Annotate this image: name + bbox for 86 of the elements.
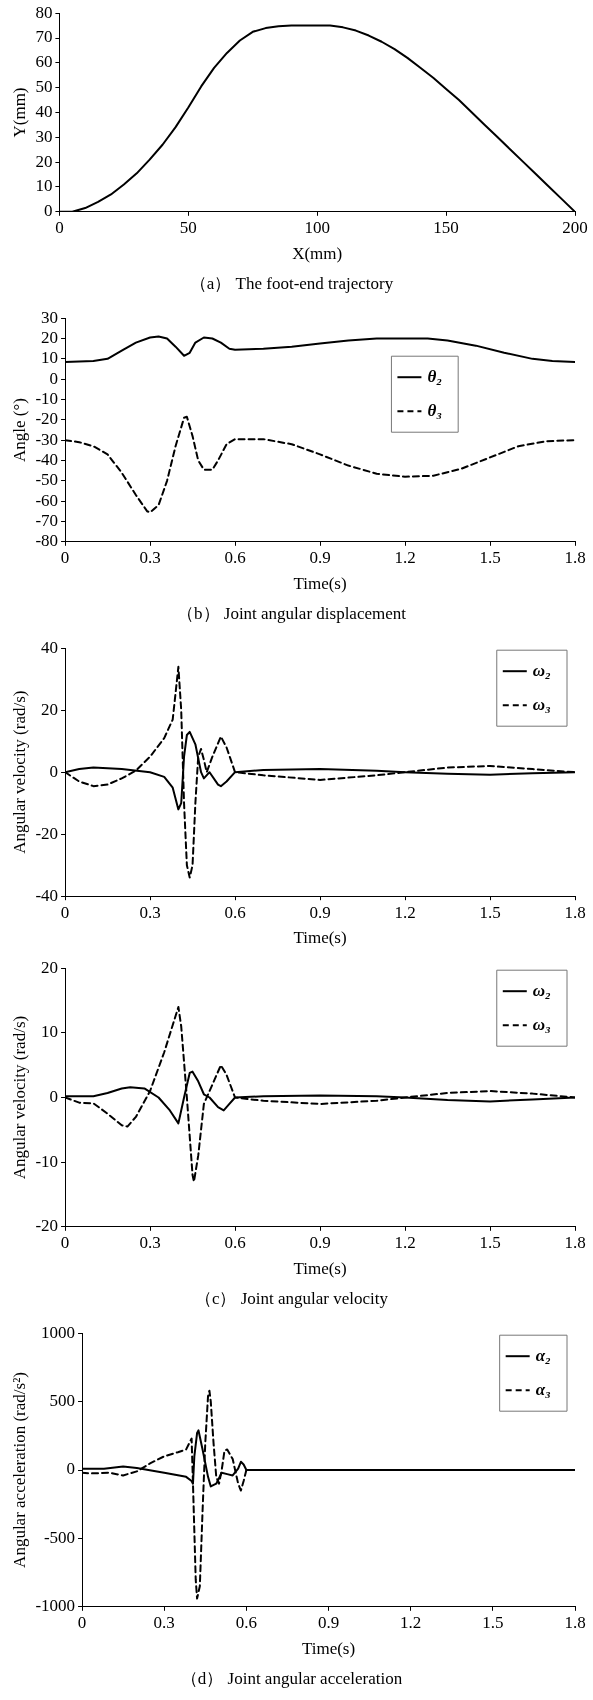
y-axis-title: Angular velocity (rad/s)	[9, 690, 29, 854]
x-tick-label: 0.9	[309, 548, 331, 568]
legend-label: ω₃	[532, 1014, 552, 1034]
y-axis-title: Angular velocity (rad/s)	[9, 1015, 29, 1180]
y-tick-label: 40	[35, 101, 53, 121]
x-axis-title: Time(s)	[301, 1638, 356, 1658]
y-tick-label: -60	[35, 490, 59, 510]
y-tick-label: 1000	[41, 1322, 76, 1342]
x-tick-label: 1.2	[394, 548, 416, 568]
y-axis-title: Angle (°)	[9, 398, 29, 462]
x-tick-label: 1.5	[479, 902, 501, 922]
text: （c） Joint angular velocity	[194, 1289, 389, 1309]
y-tick-label: -20	[35, 409, 59, 429]
y-tick-label: -80	[35, 531, 59, 551]
y-tick-label: -10	[35, 1151, 59, 1171]
y-tick-label: -20	[35, 823, 59, 843]
x-tick-label: 0.6	[235, 1613, 257, 1633]
y-tick-label: 70	[35, 27, 53, 47]
y-tick-label: 10	[41, 1022, 59, 1042]
x-axis-title: Time(s)	[293, 1258, 347, 1278]
y-tick-label: -1000	[35, 1596, 76, 1616]
x-tick-label: 0.6	[224, 1233, 246, 1253]
x-tick-label: 0.3	[153, 1613, 175, 1633]
x-axis-title: Time(s)	[293, 573, 347, 593]
legend-label: α₃	[535, 1379, 552, 1399]
x-tick-label: 100	[304, 218, 330, 238]
y-tick-label: 0	[43, 201, 53, 221]
x-tick-label: 0.6	[224, 548, 246, 568]
y-axis-title: Angular acceleration (rad/s²)	[9, 1372, 29, 1568]
y-tick-label: 0	[49, 1086, 59, 1106]
x-tick-label: 1.5	[479, 1233, 501, 1253]
x-tick-label: 150	[433, 218, 459, 238]
y-tick-label: -20	[35, 1216, 59, 1236]
x-tick-label: 0.9	[317, 1613, 340, 1633]
x-axis-title: X(mm)	[292, 243, 343, 263]
legend-label: α₂	[535, 1345, 552, 1365]
y-tick-label: 10	[41, 348, 59, 368]
y-tick-label: 0	[66, 1459, 76, 1479]
y-tick-label: -10	[35, 388, 59, 408]
y-tick-label: 20	[41, 328, 59, 347]
x-tick-label: 1.5	[482, 1613, 504, 1633]
x-tick-label: 1.5	[479, 548, 501, 568]
x-tick-label: 0.3	[139, 1233, 161, 1253]
y-tick-label: 0	[49, 761, 59, 781]
x-tick-label: 200	[562, 218, 588, 238]
y-tick-label: -40	[35, 885, 59, 905]
x-tick-label: 0.9	[309, 902, 331, 922]
x-tick-label: 0.3	[139, 548, 161, 568]
y-tick-label: -40	[35, 449, 59, 469]
legend-label: θ₃	[427, 400, 443, 420]
y-tick-label: 30	[35, 126, 53, 146]
y-tick-label: 30	[41, 307, 59, 327]
x-tick-label: 1.8	[564, 1233, 586, 1253]
y-tick-label: 80	[35, 2, 53, 22]
legend-label: ω₂	[532, 980, 552, 1000]
y-tick-label: 20	[41, 957, 59, 977]
x-tick-label: 50	[179, 218, 197, 238]
x-tick-label: 1.2	[400, 1613, 422, 1633]
x-tick-label: 1.2	[394, 1233, 416, 1253]
y-tick-label: -500	[43, 1527, 76, 1547]
y-tick-label: 500	[49, 1391, 76, 1411]
y-tick-label: -50	[35, 470, 59, 490]
x-tick-label: 1.2	[394, 902, 416, 922]
y-tick-label: -70	[35, 510, 59, 530]
y-tick-label: 60	[35, 52, 53, 72]
text: （b） Joint angular displacement	[177, 604, 407, 624]
text: （d） Joint angular acceleration	[180, 1669, 403, 1689]
x-tick-label: 0.6	[224, 902, 246, 922]
legend-label: θ₂	[427, 366, 443, 386]
y-tick-label: 0	[49, 368, 59, 388]
x-tick-label: 1.8	[564, 1613, 586, 1633]
legend-label: ω₃	[532, 694, 552, 714]
legend-label: ω₂	[532, 660, 552, 680]
text: （a） The foot-end trajectory	[189, 274, 394, 294]
y-tick-label: 10	[35, 176, 53, 196]
x-tick-label: 1.8	[564, 902, 586, 922]
x-tick-label: 0.3	[139, 902, 161, 922]
y-tick-label: 50	[35, 77, 53, 97]
y-tick-label: 20	[35, 151, 53, 171]
y-tick-label: 20	[41, 699, 59, 719]
y-axis-title: Y(mm)	[9, 87, 29, 138]
x-tick-label: 1.8	[564, 548, 586, 568]
y-tick-label: -30	[35, 429, 59, 449]
x-tick-label: 0.9	[309, 1233, 331, 1253]
y-tick-label: 40	[41, 637, 59, 657]
x-axis-title: Time(s)	[293, 928, 347, 948]
